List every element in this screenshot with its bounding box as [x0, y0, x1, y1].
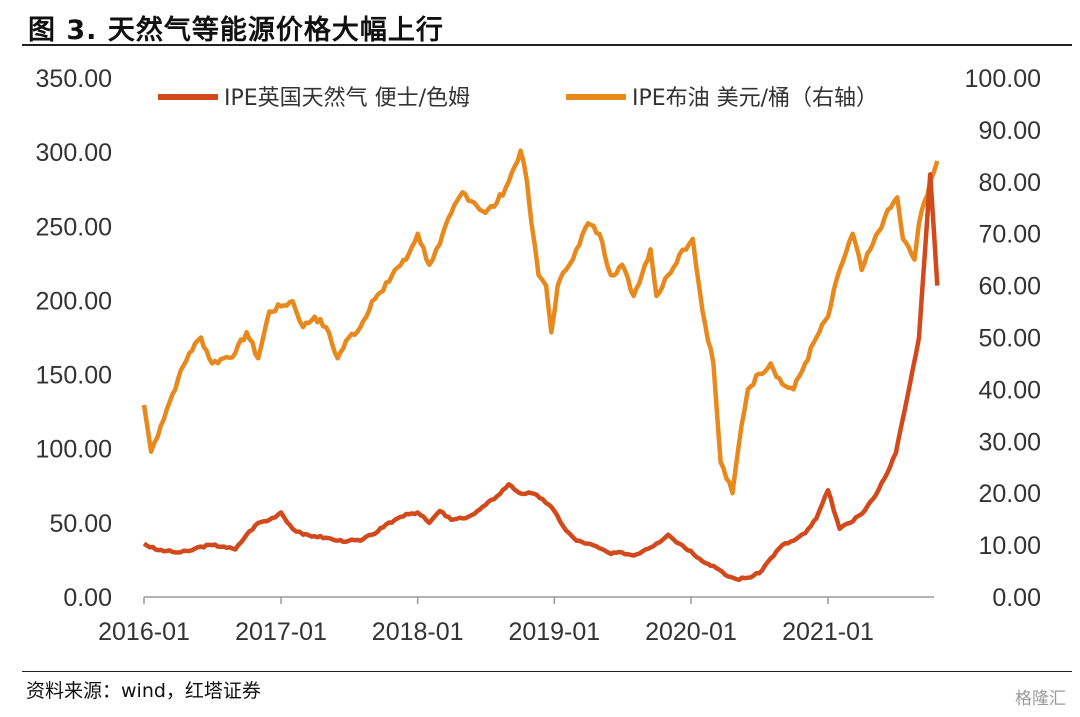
left-tick-label: 150.00 [36, 362, 112, 390]
series-lines [141, 148, 940, 583]
legend-label: IPE布油 美元/桶（右轴） [632, 86, 878, 111]
left-tick-label: 200.00 [36, 287, 112, 315]
x-tick-label: 2020-01 [645, 618, 737, 646]
right-tick-label: 40.00 [978, 376, 1041, 404]
x-tick-label: 2018-01 [372, 618, 464, 646]
legend-label: IPE英国天然气 便士/色姆 [224, 86, 470, 111]
uk-gas-line [142, 172, 940, 583]
left-tick-label: 50.00 [49, 510, 112, 538]
right-tick-label: 30.00 [978, 428, 1041, 456]
right-tick-label: 50.00 [978, 325, 1041, 353]
left-tick-label: 0.00 [63, 584, 112, 612]
right-axis-ticks: 0.00 10.00 20.00 30.00 40.00 50.00 60.00 70.00 8… [965, 65, 1041, 612]
x-tick-label: 2017-01 [235, 618, 327, 646]
right-tick-label: 90.00 [978, 117, 1041, 145]
legend: IPE英国天然气 便士/色姆 IPE布油 美元/桶（右轴） [158, 86, 878, 111]
right-tick-label: 10.00 [978, 532, 1041, 560]
x-tick-label: 2016-01 [98, 618, 190, 646]
left-tick-label: 350.00 [36, 65, 112, 93]
x-axis-ticks: 2016-01 2017-01 2018-01 2019-01 2020-01 2021-… [98, 597, 874, 646]
right-tick-label: 60.00 [978, 273, 1041, 301]
right-tick-label: 100.00 [965, 65, 1041, 93]
right-tick-label: 0.00 [992, 584, 1041, 612]
left-tick-label: 300.00 [36, 139, 112, 167]
x-tick-label: 2019-01 [508, 618, 600, 646]
left-tick-label: 100.00 [36, 436, 112, 464]
right-tick-label: 20.00 [978, 480, 1041, 508]
right-tick-label: 80.00 [978, 169, 1041, 197]
watermark: 格隆汇 [1015, 689, 1066, 709]
right-tick-label: 70.00 [978, 221, 1041, 249]
source-note: 资料来源：wind，红塔证券 [26, 680, 261, 702]
left-tick-label: 250.00 [36, 213, 112, 241]
title-rule [22, 44, 1072, 46]
brent-oil-line [141, 148, 940, 496]
x-tick-label: 2021-01 [782, 618, 874, 646]
source-rule [22, 671, 1072, 672]
left-axis-ticks: 0.00 50.00 100.00 150.00 200.00 250.00 300.00 3… [36, 65, 112, 612]
figure-title: 图 3. 天然气等能源价格大幅上行 [28, 15, 444, 46]
